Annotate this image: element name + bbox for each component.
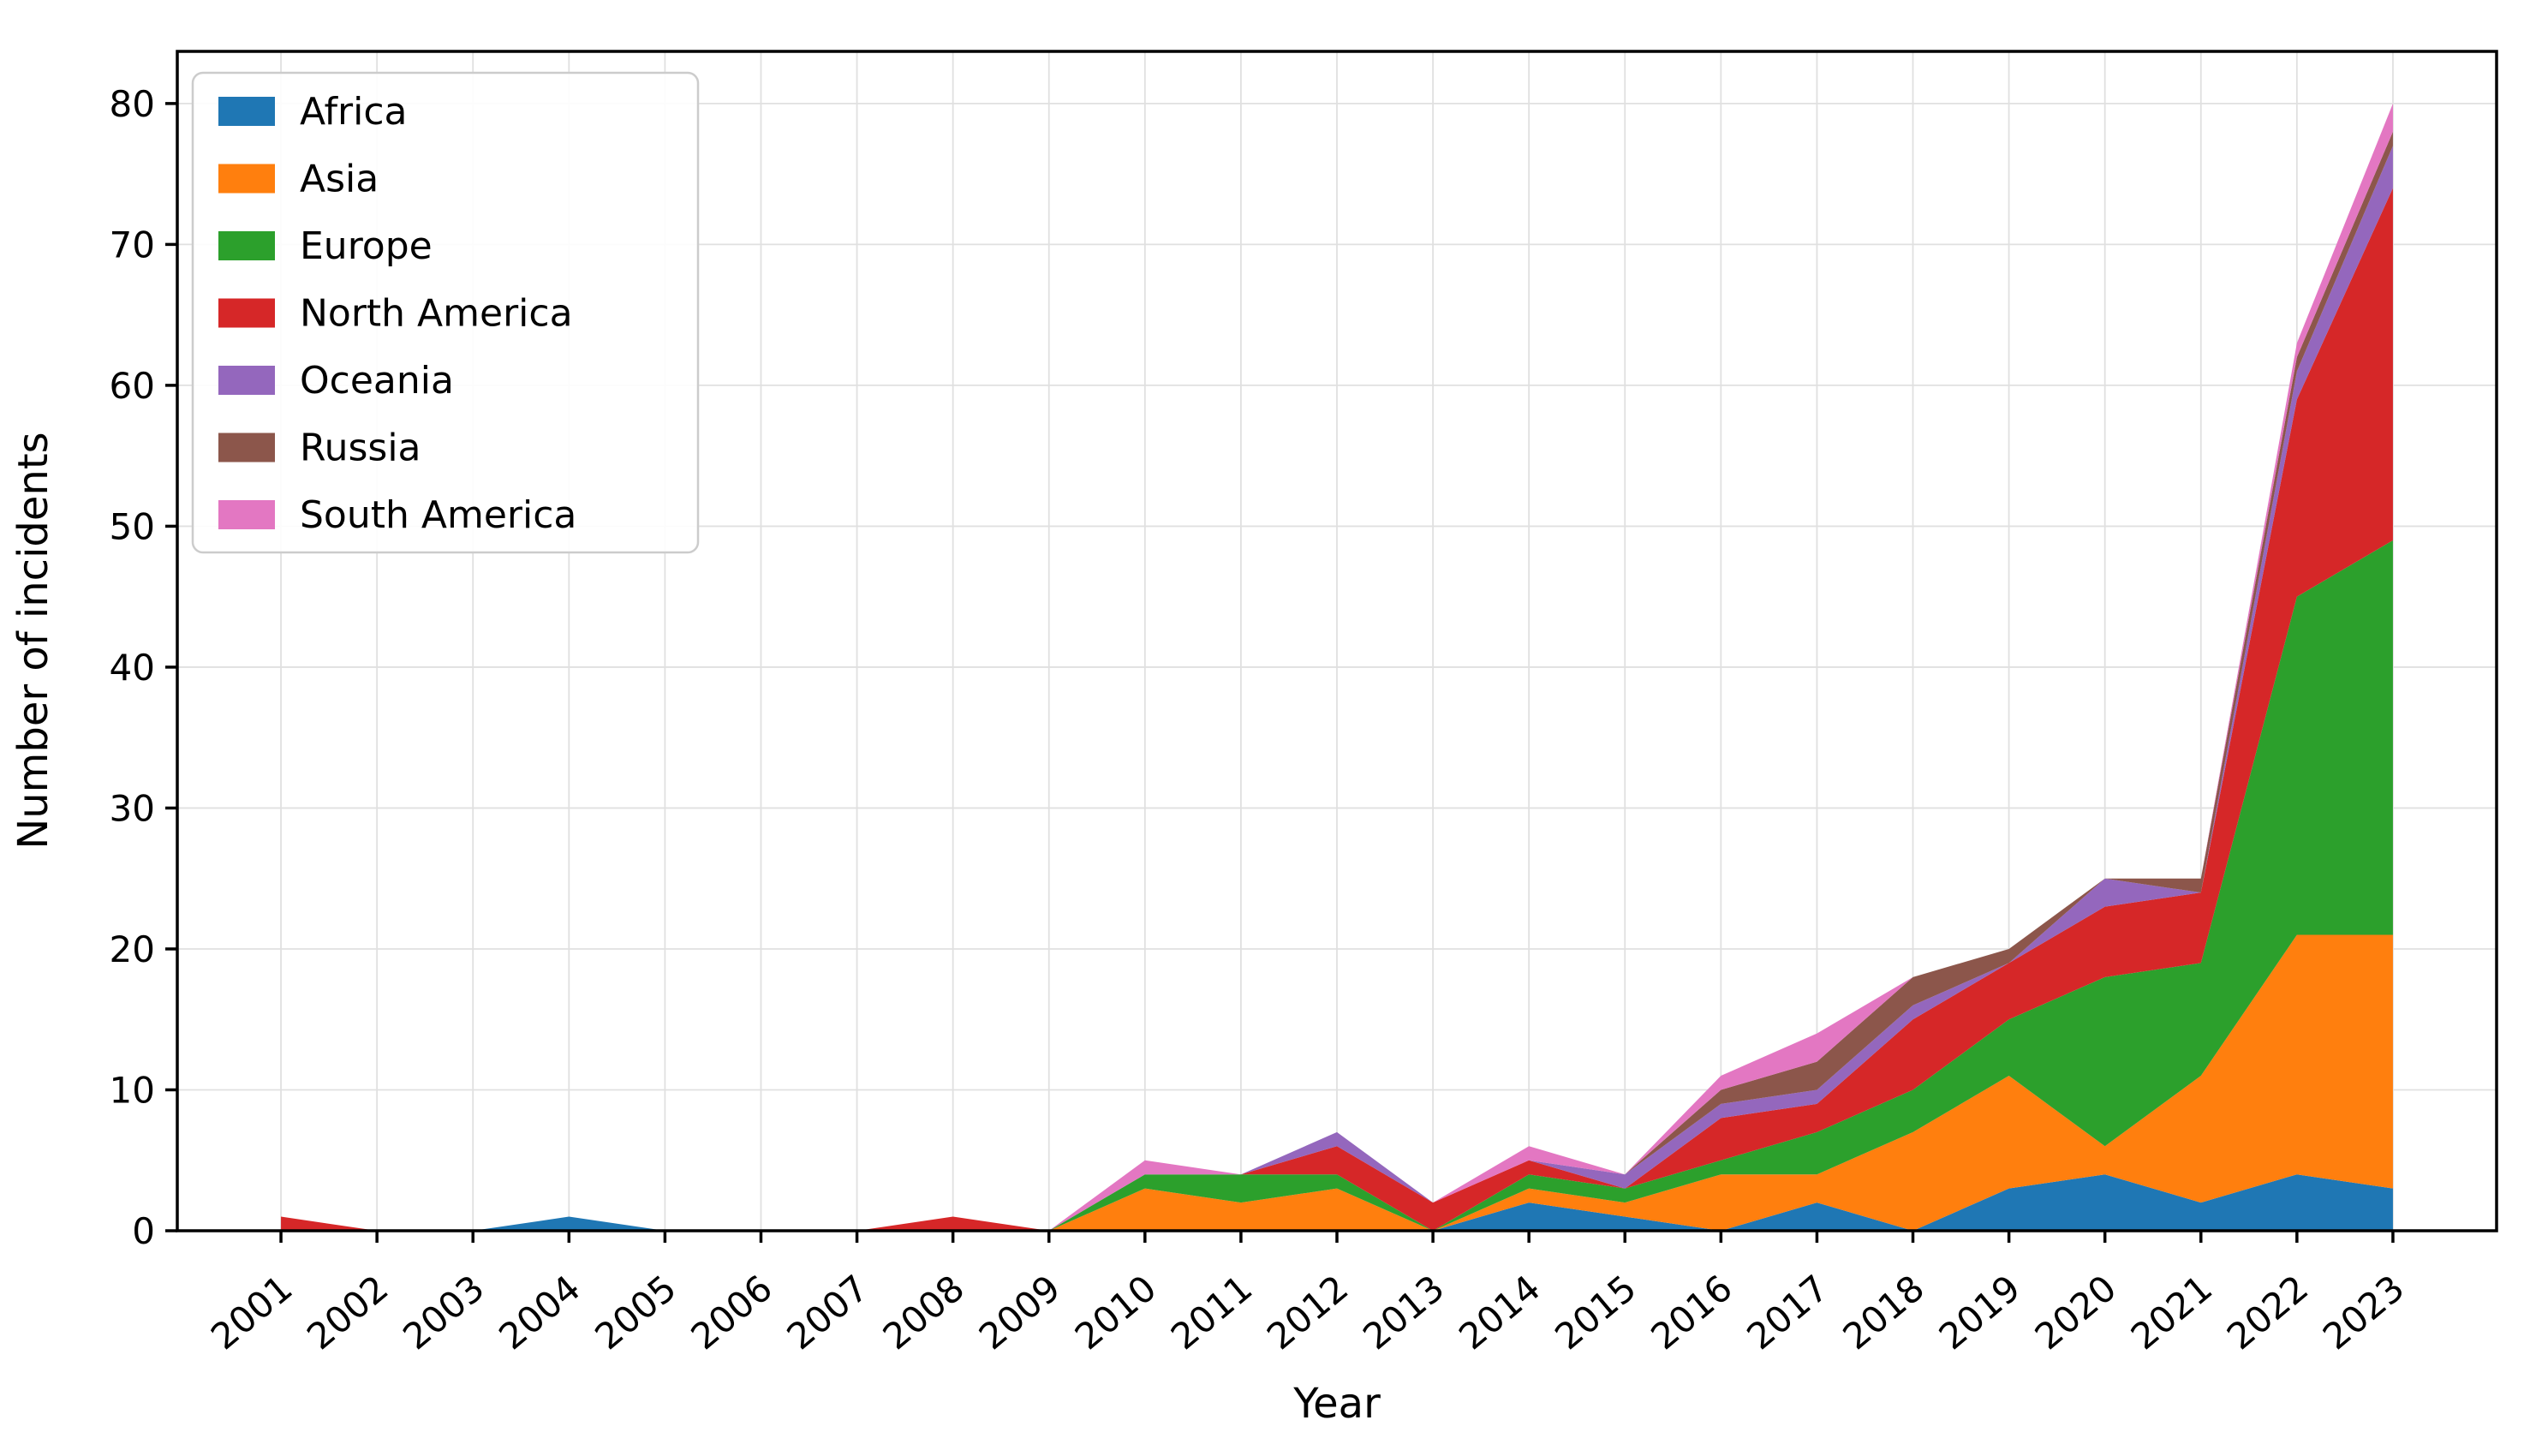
x-tick-label: 2012 xyxy=(1259,1267,1356,1358)
x-tick-label: 2015 xyxy=(1547,1267,1644,1358)
y-tick-label: 30 xyxy=(110,787,155,829)
x-tick-label: 2008 xyxy=(875,1267,972,1358)
x-tick-label: 2009 xyxy=(971,1267,1068,1358)
area-asia xyxy=(281,934,2393,1231)
x-tick-label: 2014 xyxy=(1451,1267,1548,1358)
x-tick-label: 2018 xyxy=(1835,1267,1932,1358)
y-tick-label: 80 xyxy=(110,83,155,125)
x-tick-label: 2011 xyxy=(1163,1267,1260,1358)
x-tick-label: 2016 xyxy=(1643,1267,1739,1358)
y-axis-label: Number of incidents xyxy=(9,432,57,849)
x-tick-label: 2017 xyxy=(1739,1267,1835,1358)
x-tick-label: 2020 xyxy=(2027,1267,2124,1358)
legend-swatch-oceania xyxy=(218,366,275,395)
x-tick-label: 2005 xyxy=(587,1267,683,1358)
x-tick-label: 2002 xyxy=(299,1267,396,1358)
x-tick-label: 2007 xyxy=(779,1267,876,1358)
y-tick-label: 70 xyxy=(110,224,155,266)
legend-swatch-russia xyxy=(218,433,275,462)
x-tick-label: 2021 xyxy=(2123,1267,2220,1358)
y-tick-label: 10 xyxy=(110,1069,155,1111)
y-tick-label: 0 xyxy=(132,1210,155,1252)
stacked-areas xyxy=(281,103,2393,1232)
legend-label-south-america: South America xyxy=(300,493,576,537)
x-tick-label: 2023 xyxy=(2315,1267,2412,1358)
area-africa xyxy=(281,1174,2393,1231)
x-tick-label: 2001 xyxy=(203,1267,300,1358)
x-tick-label: 2006 xyxy=(683,1267,780,1358)
legend-label-north-america: North America xyxy=(300,292,573,336)
legend-label-asia: Asia xyxy=(300,158,379,201)
y-tick-label: 20 xyxy=(110,928,155,970)
x-tick-label: 2010 xyxy=(1067,1267,1164,1358)
x-tick-label: 2003 xyxy=(395,1267,492,1358)
legend-swatch-north-america xyxy=(218,298,275,328)
x-tick-label: 2013 xyxy=(1355,1267,1452,1358)
x-tick-label: 2022 xyxy=(2219,1267,2316,1358)
legend-swatch-south-america xyxy=(218,500,275,529)
x-tick-label: 2004 xyxy=(491,1267,588,1358)
legend-label-africa: Africa xyxy=(300,90,408,134)
y-tick-label: 40 xyxy=(110,647,155,689)
x-tick-label: 2019 xyxy=(1931,1267,2028,1358)
legend-label-oceania: Oceania xyxy=(300,359,454,403)
axis-ticks xyxy=(165,102,2395,1243)
x-axis-label: Year xyxy=(1292,1380,1381,1428)
legend-swatch-europe xyxy=(218,231,275,260)
legend-box xyxy=(191,71,700,554)
legend-swatch-africa xyxy=(218,97,275,126)
y-tick-label: 60 xyxy=(110,365,155,407)
legend-label-europe: Europe xyxy=(300,224,433,268)
legend-swatch-asia xyxy=(218,164,275,194)
y-tick-label: 50 xyxy=(110,505,155,547)
legend: Africa Asia Europe North America Oceania Russ… xyxy=(191,71,700,554)
legend-label-russia: Russia xyxy=(300,427,421,470)
